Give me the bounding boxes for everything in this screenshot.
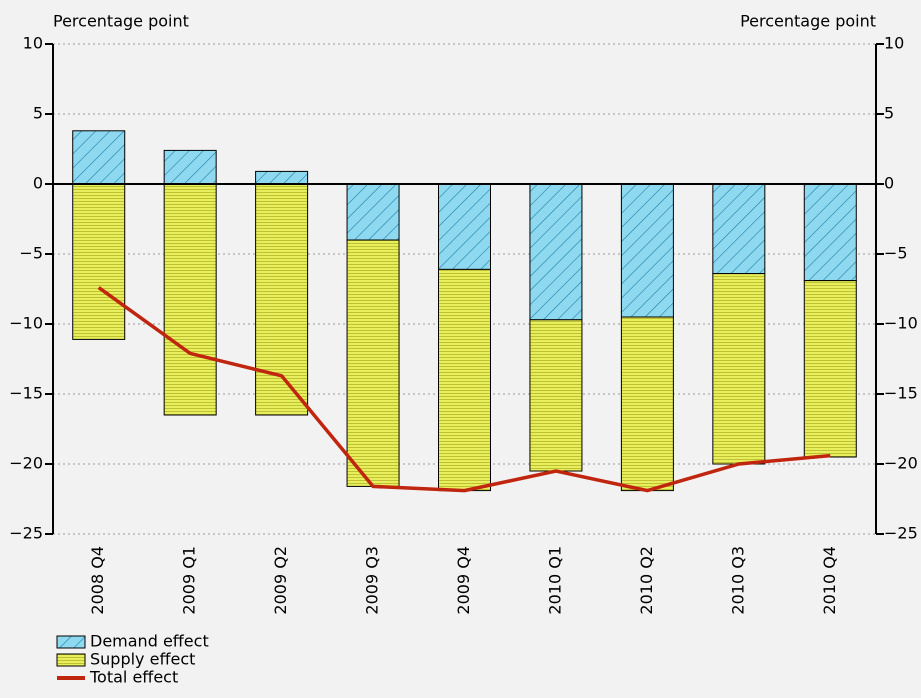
bar	[346, 183, 400, 241]
bar	[620, 316, 674, 492]
x-tick-label: 2010 Q3	[728, 546, 747, 615]
legend-swatch	[56, 635, 86, 649]
legend-label: Demand effect	[90, 632, 209, 651]
bar	[72, 130, 126, 185]
y-tick-label: 5	[33, 104, 43, 123]
legend-label: Total effect	[89, 668, 178, 687]
bar	[803, 280, 857, 458]
y-tick-label: 10	[23, 34, 43, 53]
y-tick-label: 0	[33, 174, 43, 193]
y2-tick-label: −25	[884, 524, 918, 543]
bar	[163, 149, 217, 185]
bar	[72, 183, 126, 340]
y2-tick-label: 10	[884, 34, 904, 53]
y-axis-title: Percentage point	[53, 12, 189, 31]
y2-tick-label: −5	[884, 244, 908, 263]
x-tick-label: 2010 Q2	[637, 546, 656, 615]
x-tick-label: 2010 Q4	[820, 546, 839, 615]
bar	[620, 183, 674, 318]
y2-tick-label: −20	[884, 454, 918, 473]
bar	[438, 268, 491, 492]
y-tick-label: −5	[19, 244, 43, 263]
bar	[163, 183, 217, 416]
y2-axis-title: Percentage point	[740, 12, 876, 31]
y2-tick-label: 5	[884, 104, 894, 123]
bar	[255, 170, 309, 185]
x-tick-label: 2009 Q3	[363, 546, 382, 615]
y2-tick-label: −10	[884, 314, 918, 333]
x-tick-label: 2009 Q2	[271, 546, 290, 615]
bar	[712, 273, 766, 465]
legend-label: Supply effect	[90, 650, 195, 669]
bar	[438, 183, 491, 270]
y-tick-label: −15	[9, 384, 43, 403]
bar	[529, 319, 583, 472]
y-tick-label: −10	[9, 314, 43, 333]
bar	[346, 239, 400, 487]
x-tick-label: 2010 Q1	[545, 546, 564, 615]
x-tick-label: 2008 Q4	[88, 546, 107, 615]
line	[97, 286, 831, 493]
bar	[712, 183, 766, 275]
bar	[529, 183, 583, 321]
legend-swatch	[56, 653, 86, 667]
bar	[255, 183, 309, 416]
y2-tick-label: 0	[884, 174, 894, 193]
y2-tick-label: −15	[884, 384, 918, 403]
bar	[803, 183, 857, 282]
y-tick-label: −25	[9, 524, 43, 543]
y-tick-label: −20	[9, 454, 43, 473]
x-tick-label: 2009 Q4	[454, 546, 473, 615]
x-tick-label: 2009 Q1	[180, 546, 199, 615]
